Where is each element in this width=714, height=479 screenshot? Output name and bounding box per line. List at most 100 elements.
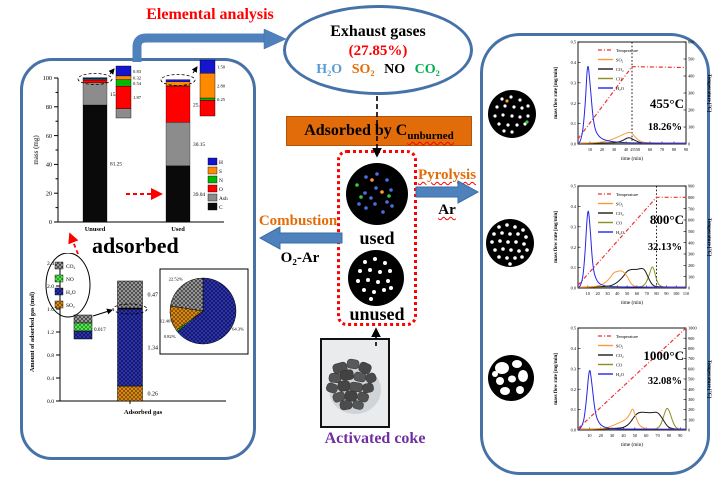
legend-label-H₂O: H₂O (616, 230, 624, 235)
svg-text:0.2: 0.2 (571, 101, 576, 106)
pyrolysis-gas-text: Ar (438, 202, 456, 218)
svg-text:90: 90 (684, 147, 688, 152)
svg-text:0.1: 0.1 (571, 407, 576, 412)
pie-label-H₂O: 64.3% (232, 327, 244, 332)
legend-swatch-SO₂ (54, 300, 64, 309)
bar-segment-H (82, 77, 108, 79)
svg-text:100: 100 (688, 125, 694, 130)
bar-segment-Ash (82, 82, 108, 106)
svg-text:80: 80 (654, 291, 658, 296)
elemental-analysis-label: Elemental analysis (146, 6, 274, 23)
svg-text:700: 700 (688, 206, 694, 211)
svg-text:100: 100 (43, 75, 52, 82)
legend-label-Temperature: Temperature (616, 192, 638, 197)
pyrolysis-label: Pyrolysis (417, 167, 477, 183)
percent-annotation: 18.26% (648, 122, 682, 133)
bar-segment-CO₂ (117, 280, 143, 309)
legend-label-CO₂: CO₂ (616, 353, 624, 358)
svg-text:0.2: 0.2 (571, 245, 576, 250)
adsorbed-y-axis-label: Amount of adsorbed gas (mol) (29, 292, 36, 372)
temperature-curve (577, 196, 686, 286)
svg-text:200: 200 (688, 263, 694, 268)
coke-800-circle-image (486, 219, 534, 267)
legend-swatch-H₂O (54, 287, 64, 296)
svg-text:400: 400 (688, 74, 694, 79)
activated-coke-label: Activated coke (324, 430, 426, 447)
svg-text:0.0: 0.0 (571, 286, 576, 291)
legend-swatch-H (207, 157, 218, 166)
svg-text:600: 600 (688, 218, 694, 223)
svg-text:1.87: 1.87 (133, 95, 142, 100)
svg-text:2.0: 2.0 (47, 284, 54, 290)
legend-label-CO: CO (616, 220, 622, 225)
activated-coke-photo (320, 338, 390, 428)
legend-label-H₂O: H₂O (616, 372, 624, 377)
exhaust-title: Exhaust gases (330, 22, 426, 40)
legend-label-NO: NO (66, 277, 74, 283)
exhaust-gas-list: H₂O SO₂ NO CO₂ (313, 61, 443, 79)
svg-text:40: 40 (615, 291, 619, 296)
svg-text:0.4: 0.4 (571, 204, 577, 209)
svg-text:0.5: 0.5 (571, 40, 576, 45)
legend-label-S: S (219, 169, 222, 175)
svg-text:0.26: 0.26 (148, 392, 159, 398)
svg-text:50: 50 (636, 147, 640, 152)
legend-label-CO: CO (616, 362, 622, 367)
svg-text:30: 30 (610, 433, 614, 438)
svg-text:500: 500 (688, 229, 694, 234)
curve-SO₂ (577, 408, 687, 430)
legend-label-CO₂: CO₂ (616, 211, 624, 216)
curve-CO (577, 407, 686, 430)
legend-swatch-S (207, 166, 218, 175)
bar-segment-C (165, 165, 191, 223)
svg-text:0.5: 0.5 (571, 184, 576, 189)
legend-label-CO: CO (616, 76, 622, 81)
svg-text:20: 20 (599, 433, 603, 438)
svg-text:0.1: 0.1 (571, 121, 576, 126)
coke-455-circle-image (488, 90, 536, 138)
svg-text:20: 20 (46, 190, 52, 197)
svg-text:60: 60 (648, 147, 652, 152)
svg-text:0: 0 (688, 428, 690, 433)
legend-label-Temperature: Temperature (616, 48, 638, 53)
y-axis-label: mass flow rate [mg/min] (554, 211, 559, 263)
svg-text:0.2: 0.2 (571, 387, 576, 392)
svg-text:1.6: 1.6 (47, 307, 54, 313)
svg-text:40: 40 (624, 147, 628, 152)
curve-CO₂ (577, 411, 687, 430)
svg-text:2.80: 2.80 (217, 83, 226, 88)
y-axis-label: mass flow rate [mg/min] (554, 67, 559, 119)
bar-segment-H (165, 79, 191, 82)
legend-label-O: O (219, 187, 223, 193)
unused-coke-circle-image (348, 250, 404, 306)
svg-text:600: 600 (688, 366, 694, 371)
bar-segment-Ash (165, 122, 191, 166)
legend-label-SO₂: SO₂ (616, 57, 624, 62)
svg-text:200: 200 (688, 108, 694, 113)
svg-text:900: 900 (688, 336, 694, 341)
svg-text:100: 100 (688, 274, 694, 279)
svg-text:455: 455 (630, 148, 636, 152)
temperature-annotation: 1000°C (643, 348, 684, 363)
y-axis-label: mass flow rate [mg/min] (554, 353, 559, 405)
svg-text:70: 70 (660, 147, 664, 152)
svg-text:40: 40 (46, 162, 52, 169)
svg-text:40: 40 (621, 433, 625, 438)
temperature-curve (577, 66, 687, 140)
curve-H₂O (577, 66, 687, 145)
svg-text:110: 110 (683, 291, 689, 296)
svg-text:30: 30 (612, 147, 616, 152)
pie-label-SO₂: 12.46% (160, 318, 174, 323)
legend-swatch-CO₂ (54, 261, 64, 270)
svg-text:0.54: 0.54 (133, 81, 142, 86)
svg-text:0.3: 0.3 (571, 80, 576, 85)
svg-text:800: 800 (688, 195, 694, 200)
svg-text:0.5: 0.5 (571, 326, 576, 331)
svg-text:80: 80 (667, 433, 671, 438)
svg-text:30: 30 (605, 291, 609, 296)
temperature-curve (577, 327, 687, 429)
legend-label-SO₂: SO₂ (616, 343, 624, 348)
gas-no: NO (384, 61, 406, 77)
legend-label-Temperature: Temperature (616, 334, 638, 339)
